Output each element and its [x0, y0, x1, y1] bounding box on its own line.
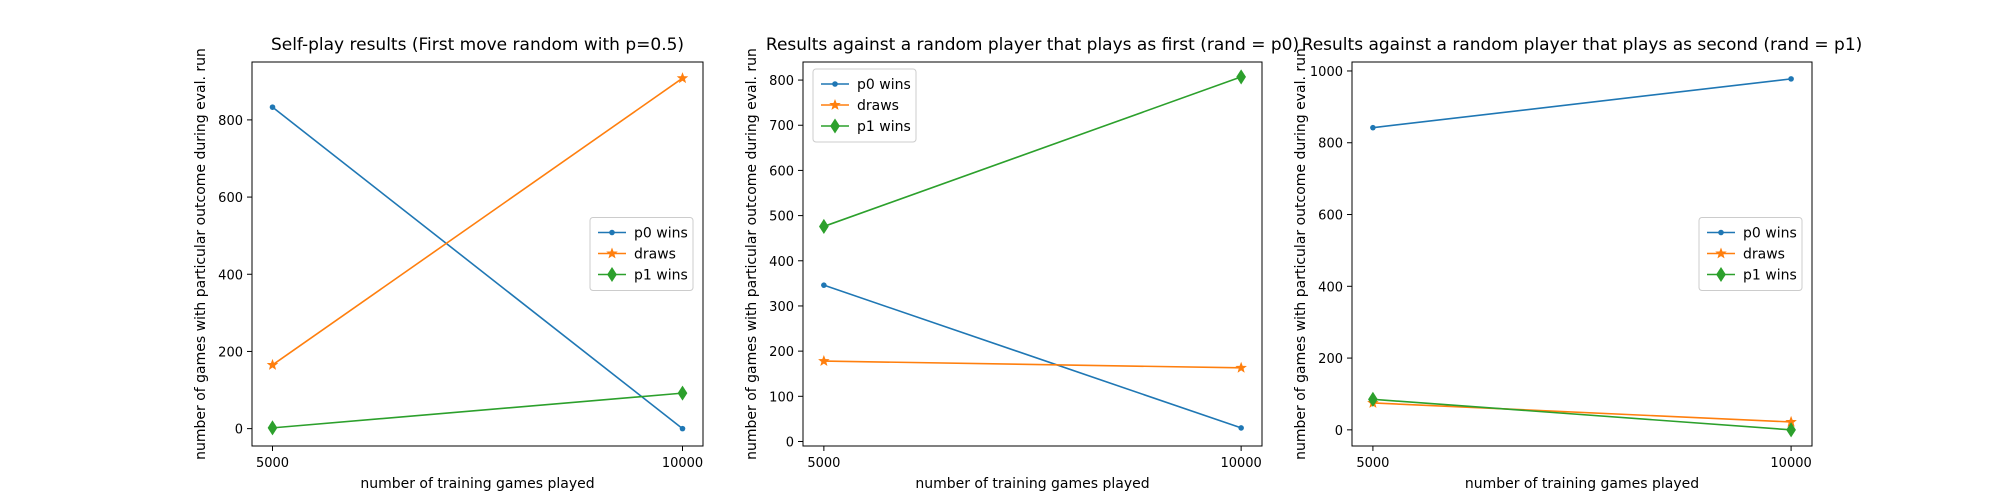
y-tick-label: 500	[769, 210, 794, 225]
x-tick-label: 10000	[1770, 456, 1811, 471]
data-point	[268, 360, 278, 369]
data-point	[270, 104, 276, 110]
legend-label: p1 wins	[1743, 268, 1797, 284]
x-tick-label: 10000	[1220, 456, 1261, 471]
legend: p0 wins draws p1 wins	[813, 69, 916, 142]
legend-marker	[609, 230, 615, 236]
legend-label: p1 wins	[634, 268, 688, 284]
legend-entry: p1 wins	[821, 119, 911, 135]
data-point	[1368, 392, 1377, 406]
legend-label: p0 wins	[857, 77, 911, 93]
series-p1-wins	[268, 386, 687, 435]
data-point	[819, 356, 829, 365]
y-tick-label: 0	[235, 423, 243, 438]
data-point	[680, 426, 686, 432]
y-tick-label: 400	[769, 255, 794, 270]
x-tick-label: 10000	[662, 456, 703, 471]
series-line	[824, 361, 1241, 368]
legend-entry: p1 wins	[1707, 268, 1797, 284]
legend-label: draws	[857, 98, 899, 114]
y-axis-label: number of games with particular outcome …	[1293, 48, 1309, 460]
legend-label: draws	[1743, 247, 1785, 263]
chart-title: Results against a random player that pla…	[766, 35, 1299, 55]
y-tick-label: 400	[1318, 280, 1343, 295]
series-line	[273, 393, 683, 428]
legend-label: draws	[634, 247, 676, 263]
y-tick-label: 800	[218, 114, 243, 129]
legend: p0 wins draws p1 wins	[590, 218, 693, 291]
y-tick-label: 200	[769, 345, 794, 360]
legend-entry: p1 wins	[598, 268, 688, 284]
y-tick-label: 0	[1335, 424, 1343, 439]
y-tick-label: 300	[769, 300, 794, 315]
chart-panel-2: Results against a random player that pla…	[744, 35, 1299, 492]
legend-marker	[1718, 230, 1724, 236]
chart-title: Self-play results (First move random wit…	[271, 35, 684, 55]
legend: p0 wins draws p1 wins	[1699, 218, 1802, 291]
x-axis-label: number of training games played	[1465, 476, 1699, 492]
legend-label: p0 wins	[634, 226, 688, 242]
data-point	[1236, 363, 1246, 372]
y-axis-label: number of games with particular outcome …	[193, 48, 209, 460]
y-tick-label: 200	[218, 345, 243, 360]
y-tick-label: 100	[769, 390, 794, 405]
series-line	[1373, 399, 1791, 430]
x-tick-label: 5000	[256, 456, 289, 471]
series-line	[1373, 403, 1791, 422]
y-tick-label: 400	[218, 268, 243, 283]
chart-panel-1: Self-play results (First move random wit…	[193, 35, 703, 492]
chart-panel-3: Results against a random player that pla…	[1293, 35, 1862, 492]
y-tick-label: 700	[769, 119, 794, 134]
data-point	[1788, 76, 1794, 82]
legend-marker	[832, 81, 838, 87]
x-tick-label: 5000	[1356, 456, 1389, 471]
series-line	[824, 285, 1241, 428]
data-point	[819, 219, 828, 233]
x-axis-label: number of training games played	[915, 476, 1149, 492]
data-point	[1238, 425, 1244, 431]
series-line	[1373, 79, 1791, 128]
y-tick-label: 800	[1318, 137, 1343, 152]
data-point	[268, 421, 277, 435]
data-point	[1237, 70, 1246, 84]
y-tick-label: 600	[1318, 209, 1343, 224]
y-axis-label: number of games with particular outcome …	[744, 48, 760, 460]
chart-title: Results against a random player that pla…	[1302, 35, 1863, 55]
series-draws	[819, 356, 1246, 372]
legend-label: p1 wins	[857, 119, 911, 135]
x-axis-label: number of training games played	[360, 476, 594, 492]
data-point	[1787, 423, 1796, 437]
data-point	[821, 282, 827, 288]
legend-label: p0 wins	[1743, 226, 1797, 242]
series-p0-wins	[1370, 76, 1794, 130]
x-tick-label: 5000	[807, 456, 840, 471]
data-point	[678, 386, 687, 400]
series-p0-wins	[821, 282, 1244, 430]
y-tick-label: 800	[769, 74, 794, 89]
series-draws	[1368, 398, 1796, 426]
y-tick-label: 0	[786, 435, 794, 450]
y-tick-label: 600	[218, 191, 243, 206]
data-point	[1370, 125, 1376, 131]
series-p1-wins	[1368, 392, 1795, 437]
y-tick-label: 600	[769, 164, 794, 179]
y-tick-label: 200	[1318, 352, 1343, 367]
y-tick-label: 1000	[1310, 65, 1343, 80]
